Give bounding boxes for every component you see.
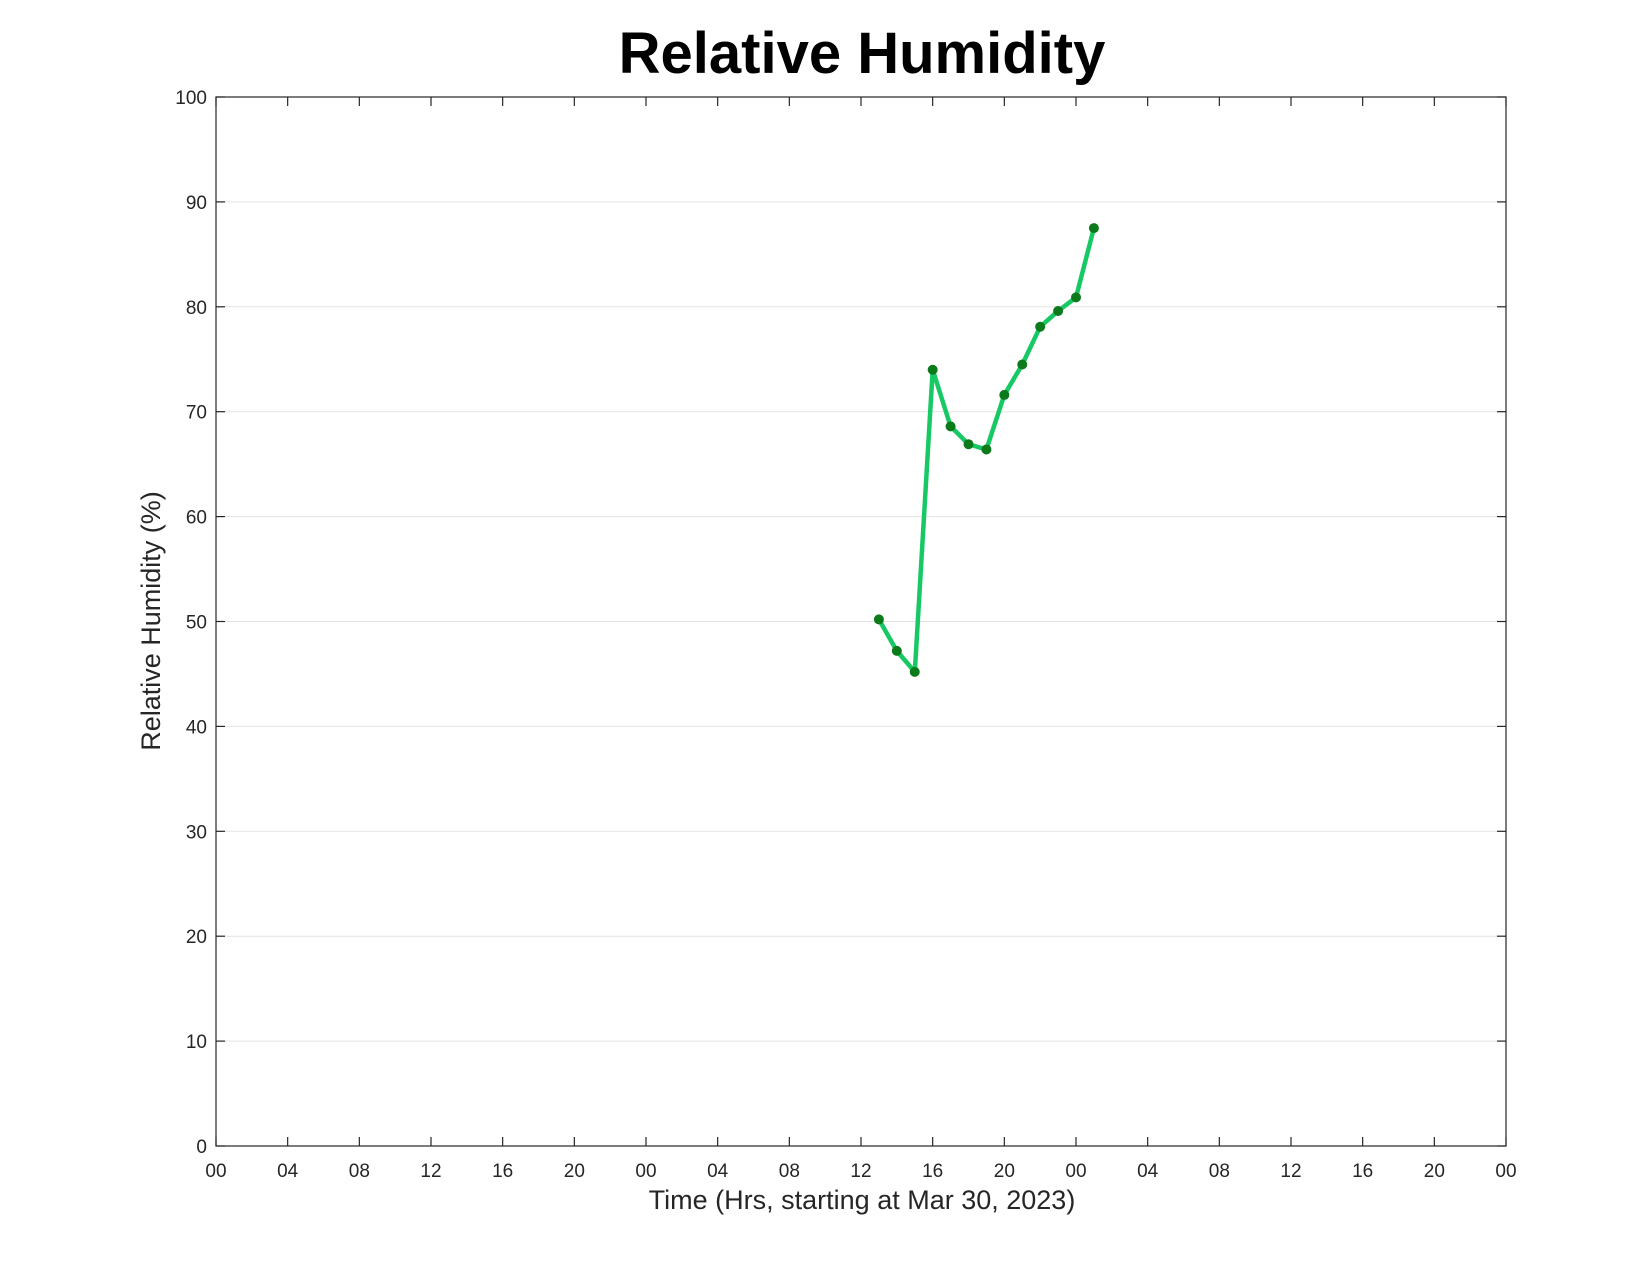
y-tick-label: 90 bbox=[186, 193, 207, 214]
x-tick-label: 20 bbox=[1424, 1161, 1445, 1182]
data-point bbox=[1053, 305, 1064, 316]
chart-title: Relative Humidity bbox=[619, 21, 1106, 86]
y-tick-label: 20 bbox=[186, 927, 207, 948]
x-tick-label: 04 bbox=[707, 1161, 729, 1182]
data-point bbox=[1035, 321, 1046, 332]
x-axis: 00 04 08 12 16 20 00 04 08 12 16 20 00 04 08 12 16 20 00 bbox=[205, 97, 1517, 1182]
x-tick-label: 00 bbox=[1065, 1161, 1086, 1182]
x-tick-label: 00 bbox=[635, 1161, 656, 1182]
x-tick-label: 20 bbox=[564, 1161, 585, 1182]
y-axis-label: Relative Humidity (%) bbox=[136, 491, 166, 751]
x-tick-label: 04 bbox=[277, 1161, 299, 1182]
y-axis: 0 10 20 30 40 50 60 70 80 90 100 bbox=[175, 88, 1506, 1158]
x-tick-label: 12 bbox=[420, 1161, 441, 1182]
y-tick-label: 80 bbox=[186, 298, 207, 319]
x-tick-label: 16 bbox=[492, 1161, 513, 1182]
data-point bbox=[891, 645, 902, 656]
data-point bbox=[1071, 292, 1081, 303]
y-tick-label: 10 bbox=[186, 1032, 207, 1053]
series-relative-humidity bbox=[873, 223, 1099, 677]
y-tick-label: 50 bbox=[186, 613, 207, 634]
x-tick-label: 08 bbox=[1209, 1161, 1230, 1182]
x-tick-label: 16 bbox=[1352, 1161, 1373, 1182]
data-point bbox=[981, 444, 992, 455]
data-point bbox=[873, 614, 884, 625]
y-tick-label: 30 bbox=[186, 822, 207, 843]
data-point bbox=[1088, 223, 1099, 234]
data-point bbox=[1017, 359, 1028, 370]
x-tick-label: 20 bbox=[994, 1161, 1015, 1182]
x-tick-label: 00 bbox=[1495, 1161, 1516, 1182]
data-point bbox=[999, 389, 1010, 400]
y-tick-label: 100 bbox=[175, 88, 207, 109]
x-tick-label: 00 bbox=[205, 1161, 226, 1182]
x-tick-label: 08 bbox=[349, 1161, 370, 1182]
x-tick-label: 16 bbox=[922, 1161, 943, 1182]
x-tick-label: 12 bbox=[850, 1161, 871, 1182]
y-tick-label: 0 bbox=[196, 1137, 207, 1158]
y-tick-label: 60 bbox=[186, 508, 207, 529]
data-point bbox=[909, 666, 920, 677]
x-tick-label: 04 bbox=[1137, 1161, 1159, 1182]
data-point bbox=[963, 439, 974, 450]
grid-lines bbox=[216, 201, 1506, 1042]
x-tick-label: 08 bbox=[779, 1161, 800, 1182]
data-point bbox=[927, 364, 938, 375]
x-axis-label: Time (Hrs, starting at Mar 30, 2023) bbox=[649, 1185, 1076, 1215]
y-tick-label: 40 bbox=[186, 717, 207, 738]
data-point bbox=[945, 421, 956, 432]
y-tick-label: 70 bbox=[186, 403, 207, 424]
x-tick-label: 12 bbox=[1280, 1161, 1301, 1182]
